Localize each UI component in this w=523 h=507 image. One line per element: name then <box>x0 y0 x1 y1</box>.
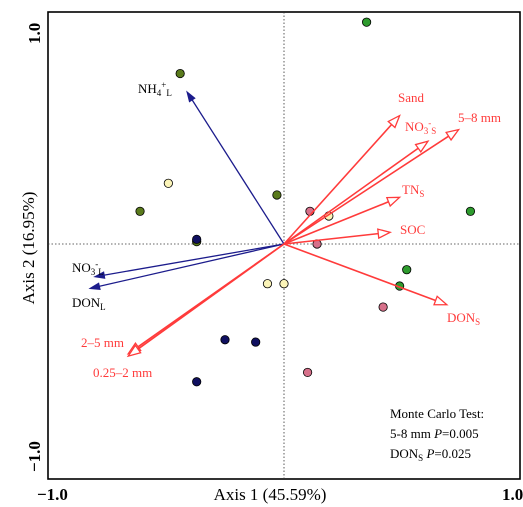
vector-arrow <box>283 196 402 245</box>
vector-arrow <box>88 243 285 291</box>
vector-arrowhead <box>93 271 106 279</box>
scatter-point <box>402 265 412 275</box>
scatter-point <box>135 206 145 216</box>
scatter-point <box>378 302 388 312</box>
scatter-point <box>192 234 202 244</box>
label-sand: Sand <box>398 90 425 105</box>
x-tick-min: −1.0 <box>37 485 68 504</box>
scatter-point <box>192 377 202 387</box>
vector-arrowhead <box>88 282 101 291</box>
y-axis-label: Axis 2 (16.95%) <box>19 192 38 305</box>
vector-arrowhead <box>433 295 449 306</box>
vector-arrow <box>283 140 430 245</box>
scatter-point <box>251 337 261 347</box>
label-tns: TNS <box>402 182 424 199</box>
vector-line <box>283 232 379 245</box>
scatter-point <box>163 178 173 188</box>
vector-arrow <box>126 243 285 358</box>
vector-line <box>137 243 285 350</box>
vector-arrowhead <box>385 196 402 208</box>
vector-arrowhead <box>126 344 142 358</box>
vector-line <box>283 135 450 245</box>
vector-line <box>187 93 285 245</box>
y-tick-min: −1.0 <box>25 441 44 472</box>
vector-arrow <box>283 128 461 245</box>
scatter-point <box>302 367 313 378</box>
vector-arrow <box>186 90 285 245</box>
label-no3-l: NO3-L <box>72 259 104 277</box>
y-tick-max: 1.0 <box>25 23 44 44</box>
vector-arrowhead <box>445 128 461 142</box>
label-no3-s: NO3-S <box>405 118 436 136</box>
label-don-l: DONL <box>72 295 106 312</box>
scatter-point <box>220 335 230 345</box>
vector-arrowhead <box>387 114 401 129</box>
vector-arrowhead <box>186 90 196 103</box>
scatter-point <box>279 279 289 289</box>
label-soc: SOC <box>400 222 425 237</box>
scatter-point <box>262 279 273 289</box>
vector-arrow <box>283 228 393 245</box>
label-0-25-2mm: 0.25–2 mm <box>93 365 152 380</box>
vector-arrowhead <box>414 140 430 154</box>
vector-line <box>283 147 419 245</box>
annotation-line2: DONS P=0.025 <box>390 446 471 463</box>
vector-arrow <box>93 243 285 279</box>
x-axis-label: Axis 1 (45.59%) <box>214 485 327 504</box>
vector-line <box>283 243 436 302</box>
vector-arrowhead <box>377 228 393 240</box>
annotation-line1: 5-8 mm P=0.005 <box>390 426 479 441</box>
x-tick-max: 1.0 <box>502 485 523 504</box>
annotation-title: Monte Carlo Test: <box>390 406 484 421</box>
vector-arrow <box>283 114 401 245</box>
vector-arrow <box>283 243 449 306</box>
label-2-5mm: 2–5 mm <box>81 335 124 350</box>
vector-line <box>92 243 285 289</box>
label-5-8mm: 5–8 mm <box>458 110 501 125</box>
label-dons: DONS <box>447 310 480 327</box>
vector-line <box>283 201 389 245</box>
scatter-point <box>175 68 185 79</box>
scatter-point <box>272 190 282 200</box>
vector-line <box>97 243 285 277</box>
label-nh4-l: NH4+L <box>138 80 172 98</box>
scatter-point <box>465 206 476 216</box>
scatter-point <box>361 17 372 27</box>
vector-line <box>283 123 393 245</box>
